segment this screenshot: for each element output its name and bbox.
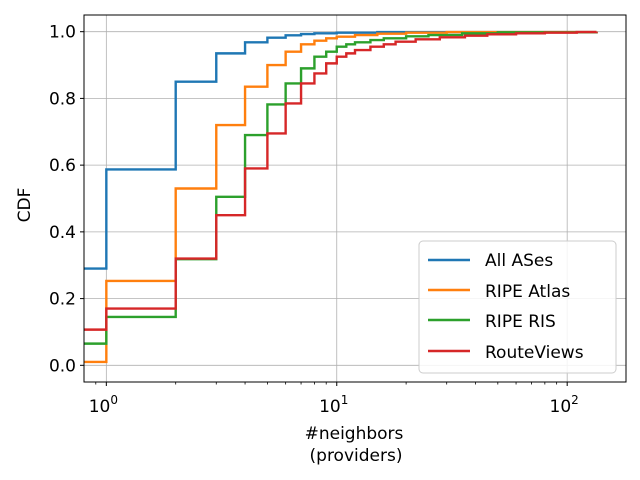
legend-label-ripe-ris: RIPE RIS xyxy=(485,312,556,332)
x-tick-labels: 100 101 102 xyxy=(89,393,579,417)
series-lines xyxy=(84,30,598,364)
x-tick-label-exponent: 0 xyxy=(110,393,118,407)
y-tick-label: 1.0 xyxy=(49,23,76,43)
y-axis-label: CDF xyxy=(15,188,35,223)
legend-label-all-ases: All ASes xyxy=(485,251,553,271)
axes-frame xyxy=(83,14,627,383)
legend-label-routeviews: RouteViews xyxy=(485,343,584,363)
x-tick-label-base: 10 xyxy=(550,397,572,417)
x-tick-label-base: 10 xyxy=(89,397,111,417)
series-line-all-ases xyxy=(84,30,598,270)
legend-label-ripe-atlas: RIPE Atlas xyxy=(485,282,570,302)
x-tick-label-exponent: 1 xyxy=(341,393,349,407)
y-tick-label: 0.8 xyxy=(49,89,76,109)
x-tick-label: 100 xyxy=(89,393,118,417)
y-tick-label: 0.2 xyxy=(49,290,76,310)
y-tick-label: 0.0 xyxy=(49,356,76,376)
x-axis-label-line2: (providers) xyxy=(310,446,403,466)
x-tick-label-exponent: 2 xyxy=(571,393,579,407)
legend-box xyxy=(418,240,617,374)
series-line-ripe-atlas xyxy=(84,30,598,364)
x-tick-label: 102 xyxy=(550,393,579,417)
y-tick-label: 0.6 xyxy=(49,156,76,176)
x-tick-label-base: 10 xyxy=(319,397,341,417)
axis-ticks xyxy=(80,31,568,386)
x-axis-label-line1: #neighbors xyxy=(305,424,404,444)
series-line-ripe-ris xyxy=(84,31,598,345)
series-line-routeviews xyxy=(84,30,598,331)
legend: All ASes RIPE Atlas RIPE RIS RouteViews xyxy=(418,240,617,374)
y-tick-label: 0.4 xyxy=(49,223,76,243)
x-tick-label: 101 xyxy=(319,393,348,417)
y-tick-labels: 0.0 0.2 0.4 0.6 0.8 1.0 xyxy=(49,23,76,377)
